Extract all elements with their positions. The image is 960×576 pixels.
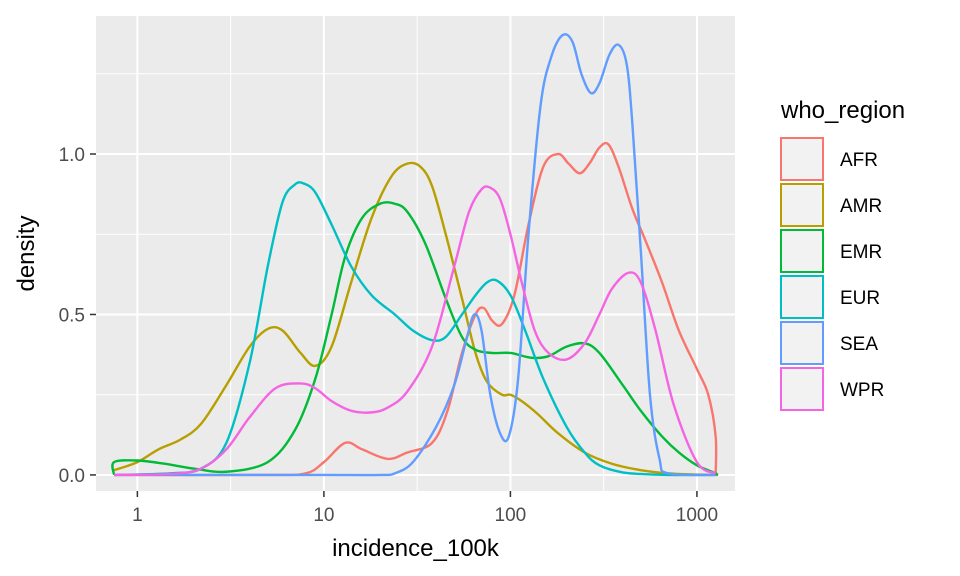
- legend-label-wpr: WPR: [840, 380, 884, 401]
- x-tick-label: 1000: [676, 505, 718, 526]
- legend-key-sea: [780, 321, 824, 365]
- y-axis-title: density: [13, 215, 40, 291]
- density-curve-wpr: [114, 185, 717, 477]
- legend-title: who_region: [780, 97, 905, 124]
- legend-label-sea: SEA: [840, 334, 878, 355]
- legend-key-wpr: [780, 367, 824, 411]
- legend-key-eur: [780, 275, 824, 319]
- legend-label-afr: AFR: [840, 150, 878, 171]
- x-tick-label: 100: [495, 505, 527, 526]
- legend-label-emr: EMR: [840, 242, 882, 263]
- density-curve-sea: [114, 33, 716, 477]
- y-tick-labels: 0.0 0.5 1.0: [59, 145, 85, 487]
- axis-ticks: [90, 153, 698, 497]
- plot-panel: [96, 16, 735, 491]
- legend-key-afr: [780, 137, 824, 181]
- legend-key-emr: [780, 229, 824, 273]
- x-tick-label: 10: [313, 505, 334, 526]
- legend-label-eur: EUR: [840, 288, 880, 309]
- legend-items: AFR AMR EMR EUR SEA WPR: [780, 137, 884, 411]
- legend: who_region AFR AMR EMR EUR SEA WPR: [780, 97, 905, 411]
- y-tick-label: 0.0: [59, 466, 85, 487]
- y-tick-label: 0.5: [59, 305, 85, 326]
- density-curve-afr: [114, 141, 718, 477]
- y-tick-label: 1.0: [59, 145, 85, 166]
- x-axis-title: incidence_100k: [332, 535, 500, 562]
- x-tick-label: 1: [132, 505, 143, 526]
- density-curve-amr: [113, 161, 719, 477]
- density-curves: [111, 33, 719, 477]
- legend-label-amr: AMR: [840, 196, 882, 217]
- legend-key-amr: [780, 183, 824, 227]
- x-tick-labels: 1 10 100 1000: [132, 505, 718, 526]
